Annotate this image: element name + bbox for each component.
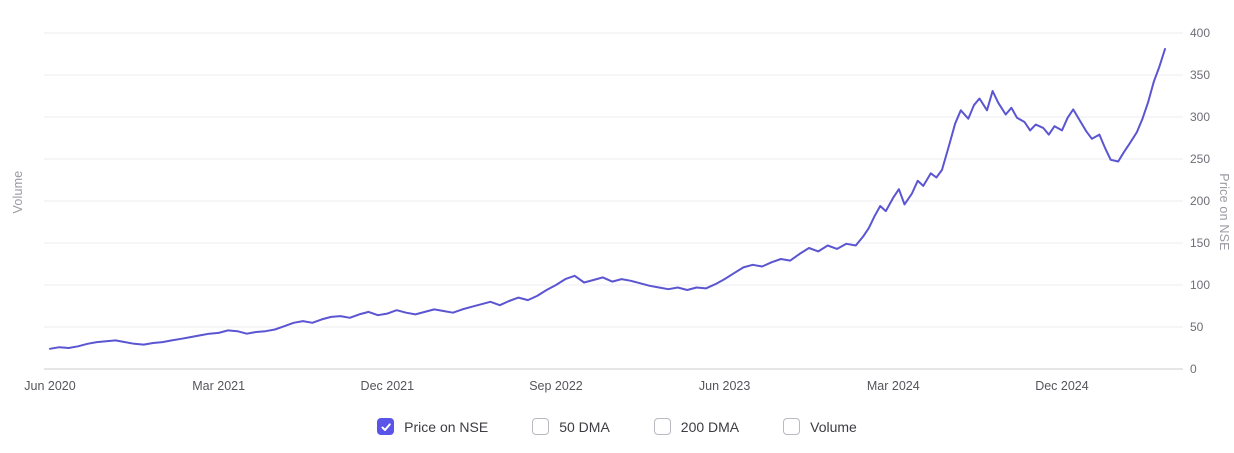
y-tick-label: 200	[1190, 194, 1210, 208]
x-tick-label: Mar 2021	[192, 379, 245, 393]
y-tick-label: 100	[1190, 278, 1210, 292]
right-axis-label: Price on NSE	[1217, 173, 1231, 251]
legend-label-50-dma: 50 DMA	[559, 418, 610, 435]
plot-area: 0 50 100 150 200 250 300 350 400 Jun 2020 Mar 2021…	[0, 0, 1234, 400]
legend-label-price-on-nse: Price on NSE	[404, 418, 489, 435]
legend-item-volume[interactable]: Volume	[783, 418, 857, 435]
legend-item-price-on-nse[interactable]: Price on NSE	[377, 418, 488, 435]
y-tick-label: 50	[1190, 320, 1204, 334]
unchecked-checkbox-icon[interactable]	[783, 418, 801, 435]
legend-label-volume: Volume	[810, 418, 857, 435]
x-tick-label: Sep 2022	[529, 379, 583, 393]
left-axis-label: Volume	[11, 170, 25, 214]
checked-checkbox-icon[interactable]	[377, 418, 395, 435]
x-tick-label: Jun 2023	[699, 379, 750, 393]
x-tick-label: Jun 2020	[24, 379, 75, 393]
x-tick-label: Mar 2024	[867, 379, 920, 393]
y-tick-label: 400	[1190, 26, 1210, 40]
y-tick-label: 250	[1190, 152, 1210, 166]
price-line[interactable]	[49, 48, 1166, 350]
chart-legend: Price on NSE 50 DMA 200 DMA Volume	[0, 418, 1234, 435]
y-tick-label: 350	[1190, 68, 1210, 82]
y-tick-label: 150	[1190, 236, 1210, 250]
unchecked-checkbox-icon[interactable]	[532, 418, 550, 435]
x-tick-label: Dec 2024	[1035, 379, 1089, 393]
price-chart-svg[interactable]: 0 50 100 150 200 250 300 350 400 Jun 2020 Mar 2021…	[0, 0, 1234, 400]
y-tick-label: 0	[1190, 362, 1197, 376]
unchecked-checkbox-icon[interactable]	[653, 418, 671, 435]
legend-item-200-dma[interactable]: 200 DMA	[653, 418, 740, 435]
legend-item-50-dma[interactable]: 50 DMA	[532, 418, 610, 435]
legend-label-200-dma: 200 DMA	[680, 418, 740, 435]
x-tick-label: Dec 2021	[361, 379, 415, 393]
y-tick-label: 300	[1190, 110, 1210, 124]
